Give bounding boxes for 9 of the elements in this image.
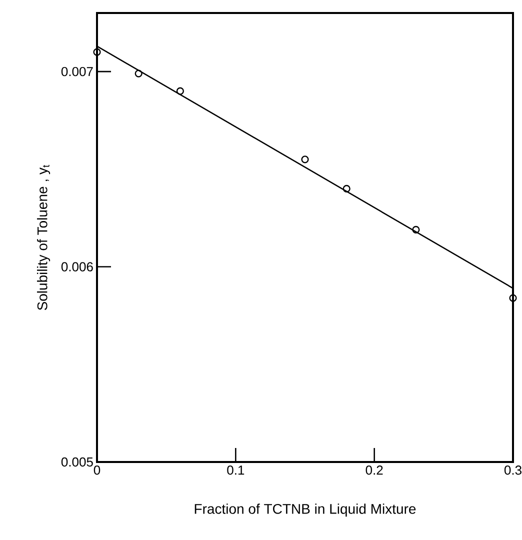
x-axis-title: Fraction of TCTNB in Liquid Mixture: [194, 504, 416, 517]
x-tick-label: 0: [94, 466, 100, 475]
x-tick-label: 0.1: [227, 466, 244, 475]
x-tick-label: 0.2: [366, 466, 383, 475]
y-tick-label: 0.005: [61, 457, 93, 467]
x-tick-label: 0.3: [504, 466, 522, 475]
y-axis-title: Solubility of Toluene , y$_{t}$: [37, 164, 50, 310]
y-tick-label: 0.006: [61, 262, 93, 272]
y-tick-label: 0.007: [61, 66, 93, 76]
